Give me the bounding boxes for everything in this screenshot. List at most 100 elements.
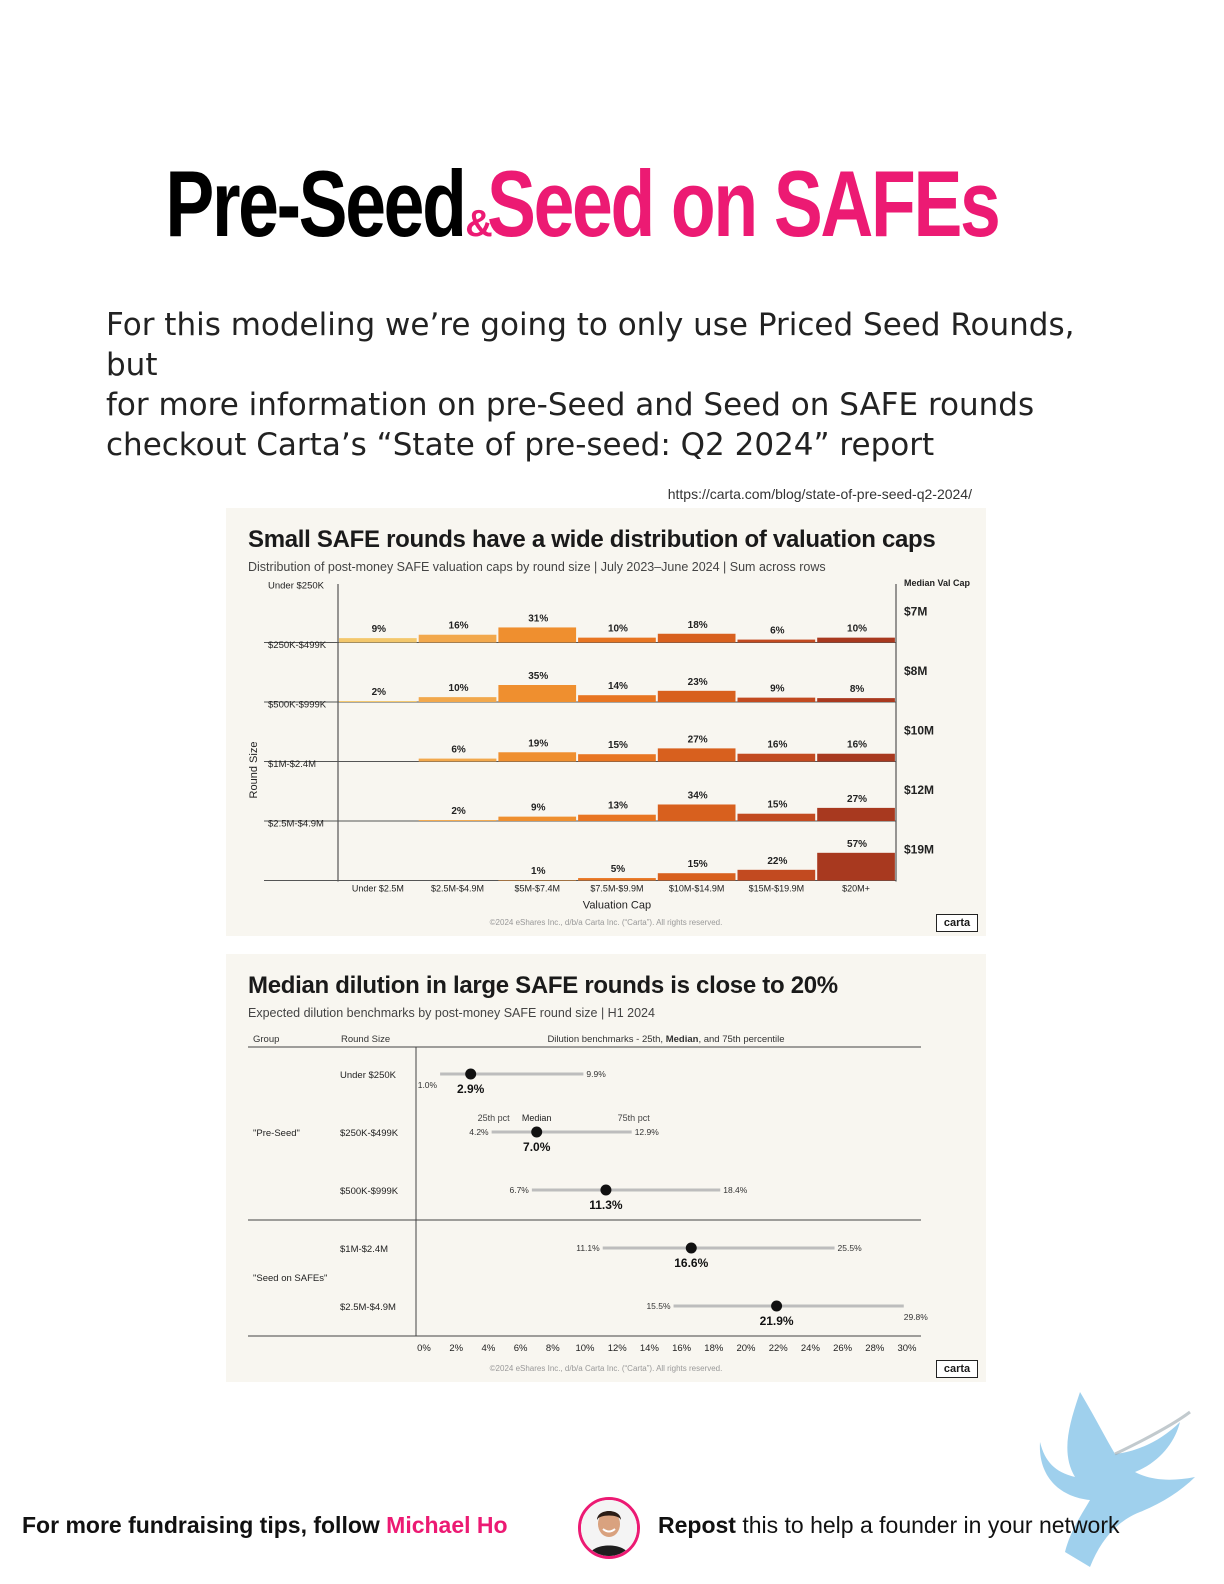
x-tick-label: 18% (704, 1343, 724, 1354)
bar-label: 8% (850, 684, 865, 695)
x-tick-label: $5M-$7.4M (514, 884, 560, 894)
x-tick-label: 8% (546, 1343, 560, 1354)
median-header: Median Val Cap (904, 578, 971, 588)
bar-label: 34% (688, 790, 708, 801)
p75-label: 12.9% (635, 1127, 660, 1137)
x-tick-label: 24% (801, 1343, 821, 1354)
bar-label: 6% (451, 745, 466, 756)
chart-subtitle: Expected dilution benchmarks by post-mon… (248, 1006, 655, 1020)
intro-line: For this modeling we’re going to only us… (106, 307, 1075, 383)
source-link[interactable]: https://carta.com/blog/state-of-pre-seed… (667, 486, 972, 502)
copyright-text: ©2024 eShares Inc., d/b/a Carta Inc. (“C… (489, 1364, 723, 1373)
intro-line: checkout Carta’s “State of pre-seed: Q2 … (106, 427, 935, 463)
bar (737, 753, 816, 762)
chart-title: Median dilution in large SAFE rounds is … (248, 972, 838, 999)
y-axis-label: Round Size (248, 742, 260, 799)
bar (657, 873, 736, 881)
valuation-cap-chart: Median Val Cap Round Size Under $250K $7M 9%… (248, 578, 971, 912)
row-label: $500K-$999K (268, 700, 327, 711)
round-size-label: Under $250K (340, 1070, 397, 1081)
bench-header-part: , and 75th percentile (698, 1034, 784, 1045)
bar (418, 634, 497, 643)
median-dot (685, 1242, 697, 1254)
x-tick-label: Under $2.5M (352, 884, 404, 894)
footer-repost-bold: Repost (658, 1512, 736, 1538)
legend-p25: 25th pct (478, 1113, 511, 1123)
row-label: Under $250K (268, 581, 325, 592)
bar-label: 23% (688, 677, 708, 688)
x-axis-label: Valuation Cap (583, 900, 651, 912)
bar-label: 31% (528, 613, 548, 624)
valuation-cap-chart-card: Small SAFE rounds have a wide distributi… (226, 508, 986, 936)
bar-label: 16% (449, 621, 469, 632)
bar-label: 15% (608, 740, 628, 751)
dilution-chart: Group Round Size Dilution benchmarks - 25t… (248, 1034, 929, 1354)
p25-label: 11.1% (576, 1243, 600, 1253)
bar (737, 869, 816, 881)
bar (498, 752, 577, 762)
x-tick-label: 16% (672, 1343, 692, 1354)
median-dot (600, 1184, 612, 1196)
title-ampersand: & (465, 203, 493, 245)
bar-label: 9% (372, 624, 387, 635)
median-label: 7.0% (523, 1140, 551, 1154)
bar (737, 697, 816, 702)
median-dot (771, 1300, 783, 1312)
bar-label: 18% (688, 620, 708, 631)
footer-follow-label: For more fundraising tips, follow (22, 1512, 387, 1538)
median-dot (531, 1126, 543, 1138)
x-tick-label: 14% (640, 1343, 660, 1354)
median-label: 2.9% (457, 1082, 485, 1096)
bar-label: 10% (449, 683, 469, 694)
x-tick-label: 20% (736, 1343, 756, 1354)
bench-header-part: Dilution benchmarks - 25th, (547, 1034, 665, 1045)
x-tick-label: $10M-$14.9M (669, 884, 725, 894)
copyright-text: ©2024 eShares Inc., d/b/a Carta Inc. (“C… (489, 918, 723, 927)
bar-label: 27% (688, 734, 708, 745)
chart-subtitle: Distribution of post-money SAFE valuatio… (248, 560, 826, 574)
author-name-link[interactable]: Michael Ho (386, 1512, 508, 1538)
footer-repost-text: Repost this to help a founder in your ne… (658, 1512, 1120, 1539)
col-header-round: Round Size (341, 1034, 390, 1045)
bar-label: 15% (688, 859, 708, 870)
bar-label: 15% (767, 800, 787, 811)
bar (817, 852, 895, 881)
p25-label: 15.5% (646, 1301, 671, 1311)
x-tick-label: 4% (482, 1343, 496, 1354)
row-label: $2.5M-$4.9M (268, 819, 324, 830)
col-header-group: Group (253, 1034, 279, 1045)
bench-header-part: Median (666, 1034, 699, 1045)
bar (578, 814, 656, 821)
p25-label: 4.2% (469, 1127, 489, 1137)
person-avatar-icon (581, 1500, 637, 1556)
bar (339, 701, 417, 702)
bar-label: 22% (767, 856, 787, 867)
bar (578, 754, 656, 762)
bar (418, 697, 497, 702)
x-tick-label: 22% (769, 1343, 789, 1354)
footer-follow-text: For more fundraising tips, follow Michae… (22, 1512, 508, 1539)
bar (817, 753, 895, 762)
bar-label: 27% (847, 794, 867, 805)
x-tick-label: 10% (575, 1343, 595, 1354)
bar-label: 14% (608, 681, 628, 692)
row-label: $1M-$2.4M (268, 759, 316, 770)
median-value: $8M (904, 664, 927, 678)
bar-label: 35% (528, 671, 548, 682)
bar (498, 816, 577, 821)
dilution-chart-card: Median dilution in large SAFE rounds is … (226, 954, 986, 1382)
p75-label: 29.8% (904, 1312, 929, 1322)
bar-label: 2% (372, 687, 387, 698)
bar (737, 639, 816, 643)
bar (339, 638, 417, 643)
page-title: Pre-Seed & Seed on SAFEs (0, 150, 1224, 258)
title-seed-on-safes: Seed on SAFEs (487, 151, 1001, 256)
avatar[interactable] (578, 1497, 640, 1559)
bar-label: 1% (531, 866, 546, 877)
bar (817, 637, 895, 643)
bar (817, 807, 895, 821)
bar-label: 9% (770, 684, 785, 695)
x-tick-label: 6% (514, 1343, 528, 1354)
x-tick-label: $15M-$19.9M (749, 884, 805, 894)
x-tick-label: 2% (449, 1343, 463, 1354)
